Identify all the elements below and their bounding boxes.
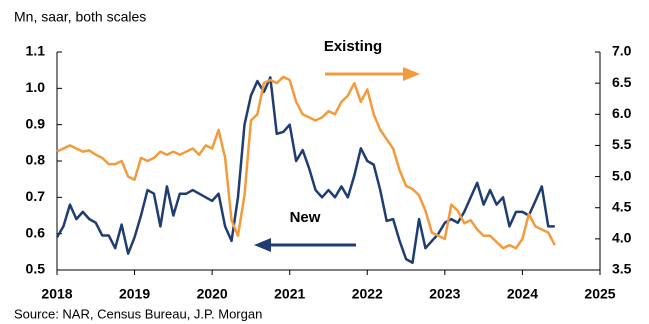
- y-tick-label: 6.0: [612, 105, 632, 121]
- y-tick-label: 0.9: [26, 115, 46, 131]
- y-tick-label: 0.7: [26, 188, 46, 204]
- source: Source: NAR, Census Bureau, J.P. Morgan: [14, 306, 262, 321]
- subtitle: Mn, saar, both scales: [14, 9, 146, 25]
- annotation: Existing: [324, 38, 382, 55]
- arrow-head: [254, 238, 271, 252]
- y-tick-label: 5.5: [612, 136, 632, 152]
- y-tick-label: 3.5: [612, 261, 632, 277]
- y-tick-label: 1.1: [26, 43, 46, 59]
- line-series: [56, 75, 556, 250]
- y-tick-label: 7.0: [612, 43, 632, 59]
- y-tick-label: 0.6: [26, 224, 46, 240]
- arrow-head: [403, 67, 420, 81]
- y-tick-label: 4.0: [612, 230, 632, 246]
- y-tick-label: 0.8: [26, 152, 46, 168]
- y-tick-label: 6.5: [612, 74, 632, 90]
- y-tick-label: 1.0: [26, 79, 46, 95]
- annotation: New: [290, 209, 321, 226]
- x-tick-label: 2021: [274, 286, 305, 302]
- x-tick-label: 2024: [507, 286, 538, 302]
- x-tick-label: 2025: [584, 286, 615, 302]
- x-tick-label: 2018: [41, 286, 72, 302]
- line-series: [55, 76, 555, 264]
- x-tick-label: 2023: [429, 286, 460, 302]
- x-tick-label: 2020: [197, 286, 228, 302]
- y-tick-label: 4.5: [612, 198, 632, 214]
- x-tick-label: 2019: [119, 286, 150, 302]
- y-tick-label: 0.5: [26, 261, 46, 277]
- y-tick-label: 5.0: [612, 167, 632, 183]
- x-tick-label: 2022: [352, 286, 383, 302]
